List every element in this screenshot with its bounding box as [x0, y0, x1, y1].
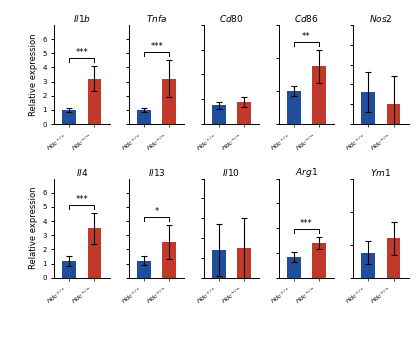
- Text: ***: ***: [150, 42, 163, 51]
- Bar: [387, 104, 400, 124]
- Bar: [63, 261, 76, 278]
- Y-axis label: Relative expression: Relative expression: [29, 33, 38, 116]
- Title: $\it{Il1b}$: $\it{Il1b}$: [73, 13, 91, 24]
- Bar: [137, 110, 151, 124]
- Bar: [237, 102, 251, 124]
- Text: **: **: [302, 32, 310, 41]
- Title: $\it{Il4}$: $\it{Il4}$: [76, 167, 88, 178]
- Y-axis label: Relative expression: Relative expression: [29, 187, 38, 269]
- Text: ***: ***: [75, 48, 88, 57]
- Title: $\it{Nos2}$: $\it{Nos2}$: [369, 13, 393, 24]
- Bar: [88, 228, 101, 278]
- Bar: [237, 248, 251, 278]
- Bar: [212, 105, 226, 124]
- Title: $\it{Il13}$: $\it{Il13}$: [148, 167, 166, 178]
- Title: $\it{Cd86}$: $\it{Cd86}$: [294, 13, 319, 24]
- Bar: [312, 243, 326, 278]
- Title: $\it{Ym1}$: $\it{Ym1}$: [370, 167, 392, 178]
- Title: $\it{Arg1}$: $\it{Arg1}$: [295, 166, 318, 179]
- Title: $\it{Cd80}$: $\it{Cd80}$: [219, 13, 244, 24]
- Bar: [312, 66, 326, 124]
- Text: ***: ***: [75, 195, 88, 204]
- Text: *: *: [155, 207, 159, 216]
- Bar: [387, 238, 400, 278]
- Bar: [212, 250, 226, 278]
- Bar: [362, 92, 375, 124]
- Text: ***: ***: [300, 219, 313, 228]
- Title: $\it{Il10}$: $\it{Il10}$: [222, 167, 241, 178]
- Bar: [63, 110, 76, 124]
- Bar: [362, 253, 375, 278]
- Bar: [162, 79, 176, 124]
- Bar: [162, 242, 176, 278]
- Bar: [137, 261, 151, 278]
- Bar: [287, 257, 301, 278]
- Bar: [88, 79, 101, 124]
- Title: $\it{Tnfa}$: $\it{Tnfa}$: [146, 13, 167, 24]
- Bar: [287, 91, 301, 124]
